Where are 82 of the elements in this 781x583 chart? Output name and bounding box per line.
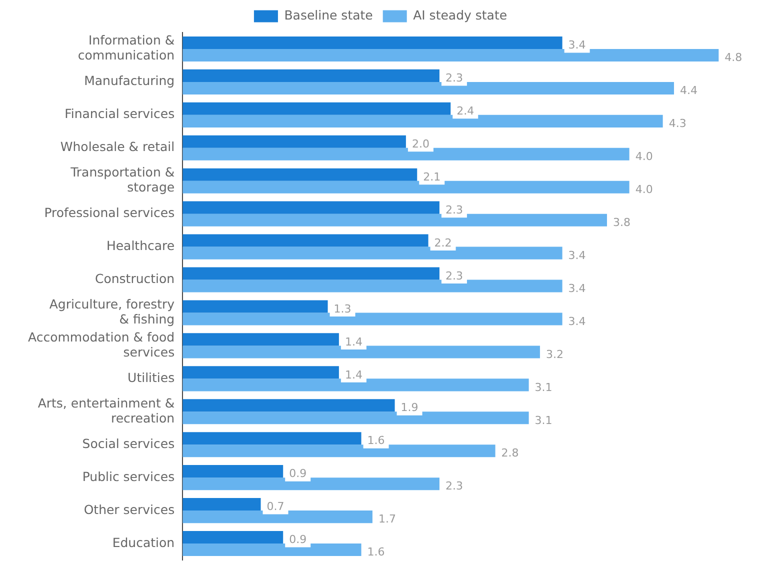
data-label: 2.2	[434, 236, 452, 250]
bar	[182, 180, 630, 194]
bar	[182, 214, 607, 226]
data-label: 1.6	[367, 434, 385, 448]
data-label: 2.3	[445, 269, 463, 282]
data-label: 3.4	[568, 314, 586, 328]
data-label: 4.0	[635, 150, 653, 164]
data-label: 1.9	[400, 401, 418, 414]
data-label: 1.4	[344, 368, 362, 382]
y-tick-label: Wholesale & retail	[60, 139, 175, 154]
bar	[182, 312, 562, 326]
data-label: 0.9	[289, 467, 307, 480]
y-tick-label: Healthcare	[106, 238, 175, 254]
data-label: 2.8	[501, 446, 519, 460]
bar	[182, 346, 540, 358]
y-tick-label: Other services	[84, 502, 175, 517]
data-label: 1.4	[344, 335, 362, 348]
bar	[182, 399, 395, 412]
data-label: 1.6	[367, 546, 385, 559]
y-tick-label: Public services	[82, 468, 175, 484]
bar	[182, 69, 440, 82]
bar	[182, 82, 674, 94]
data-label: 4.8	[724, 51, 742, 64]
bar	[182, 378, 529, 392]
y-tick-label: Utilities	[128, 370, 175, 385]
data-label: 3.4	[568, 248, 586, 262]
bar	[182, 48, 719, 62]
bar	[182, 114, 663, 128]
data-label: 3.2	[546, 348, 564, 361]
data-label: 4.0	[635, 182, 653, 196]
bar	[182, 234, 428, 247]
bar	[182, 300, 328, 313]
y-tick-label: Accommodation & food services	[28, 329, 175, 360]
bar	[182, 333, 339, 346]
y-tick-label: Professional services	[44, 205, 175, 220]
y-tick-label: Social services	[82, 436, 175, 451]
data-label: 3.4	[568, 282, 586, 295]
data-label: 3.1	[534, 380, 552, 394]
y-tick-label: Transportation & storage	[70, 164, 175, 195]
bar	[182, 135, 406, 148]
y-tick-label: Arts, entertainment & recreation	[38, 395, 175, 426]
y-tick-label: Education	[112, 534, 175, 550]
data-label: 3.4	[568, 38, 586, 52]
bar	[182, 36, 562, 49]
data-label: 4.3	[668, 117, 686, 130]
bar	[182, 148, 630, 160]
bar	[182, 478, 440, 490]
bar	[182, 444, 496, 458]
data-label: 4.4	[680, 84, 698, 98]
y-tick-label: Financial services	[64, 106, 175, 122]
legend-label: Baseline state	[284, 8, 374, 22]
data-label: 0.7	[266, 500, 284, 514]
y-tick-label: Manufacturing	[84, 73, 175, 88]
bar	[182, 267, 440, 280]
data-label: 2.3	[445, 480, 463, 493]
bar	[182, 465, 284, 478]
data-label: 2.1	[423, 170, 441, 184]
y-tick-label: Construction	[94, 271, 175, 286]
bar	[182, 201, 440, 214]
bar	[182, 246, 562, 260]
data-label: 2.3	[445, 203, 463, 216]
bar	[182, 432, 362, 445]
data-label: 3.1	[534, 414, 552, 427]
bar	[182, 544, 362, 556]
bar	[182, 168, 418, 181]
data-label: 1.3	[334, 302, 352, 316]
data-label: 2.0	[412, 137, 430, 150]
data-label: 1.7	[378, 512, 396, 526]
data-label: 3.8	[612, 216, 630, 229]
bar	[182, 412, 529, 424]
legend-label: AI steady state	[413, 8, 508, 22]
bar	[182, 102, 451, 115]
bar	[182, 280, 562, 292]
y-tick-label: Information & communication	[78, 32, 175, 63]
data-label: 2.3	[445, 72, 463, 85]
bar	[182, 498, 261, 511]
data-label: 2.4	[456, 104, 474, 118]
bar	[182, 366, 339, 379]
data-label: 0.9	[289, 533, 307, 546]
bar	[182, 530, 284, 544]
y-tick-label: Agriculture, forestry & fishing	[49, 296, 176, 326]
bar	[182, 510, 372, 524]
